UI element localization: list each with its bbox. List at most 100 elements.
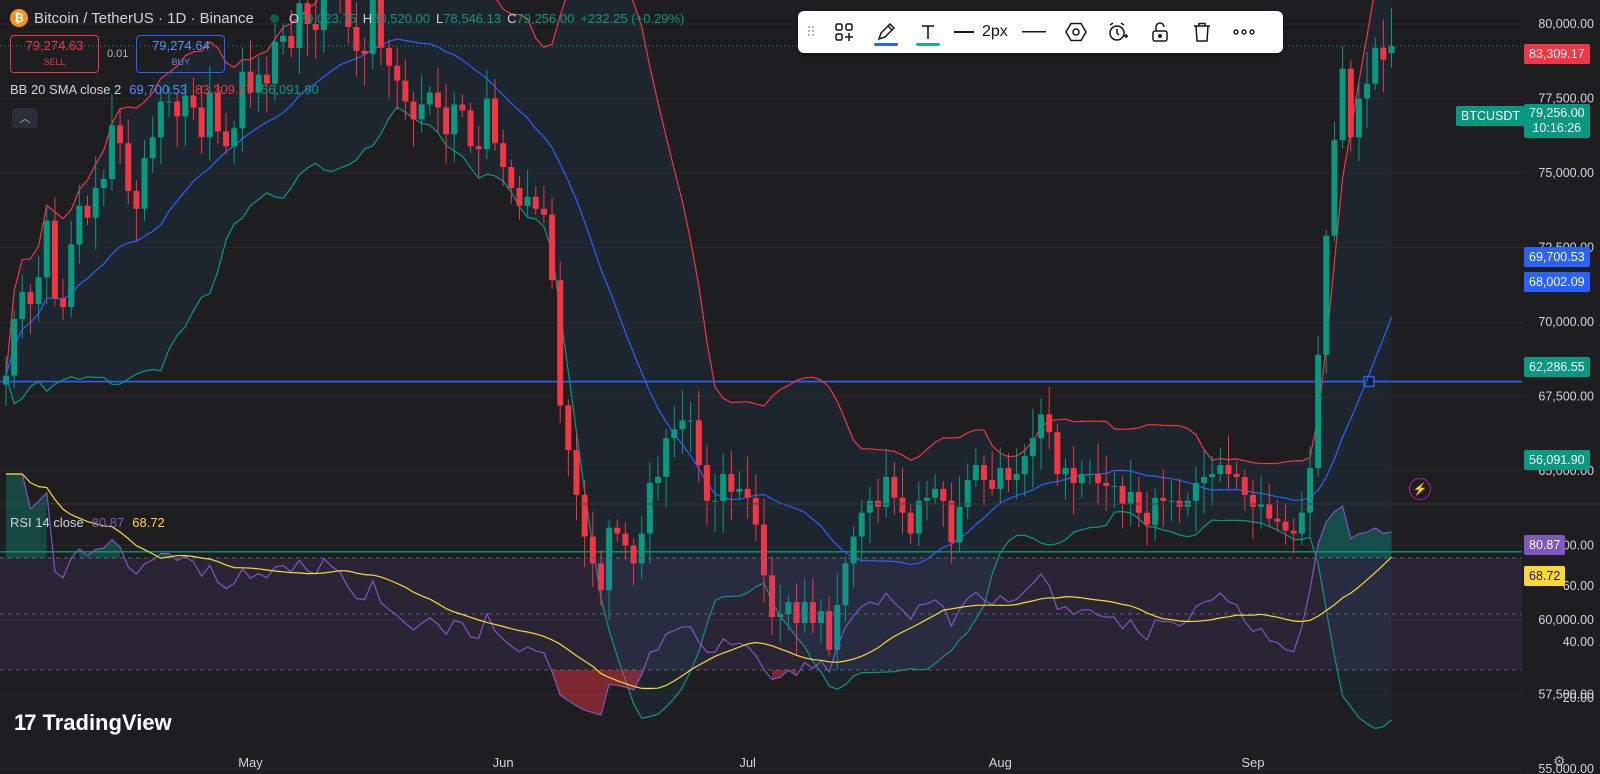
delete-button[interactable] — [1186, 16, 1218, 48]
gear-icon[interactable]: ⚙ — [1553, 753, 1566, 769]
candle-body — [1119, 485, 1126, 504]
candle-body — [1249, 494, 1256, 507]
candle-body — [818, 611, 824, 623]
candle-body — [361, 50, 368, 54]
templates-button[interactable] — [828, 16, 860, 48]
candle-body — [1070, 468, 1077, 483]
candle-body — [386, 47, 393, 66]
candle-body — [117, 125, 124, 144]
rsi-axis-label: 20.00 — [1563, 691, 1594, 705]
line-width-icon — [954, 31, 974, 33]
candle-body — [345, 0, 352, 27]
text-color-button[interactable] — [912, 16, 944, 48]
tradingview-logo-text: TradingView — [42, 710, 172, 735]
ohlc-high: H80,520.00 — [362, 10, 431, 26]
sell-button[interactable]: 79,274.63 SELL — [10, 35, 99, 73]
bb-legend[interactable]: BB 20 SMA close 2 69,700.53 83,309.17 56… — [10, 82, 319, 97]
candle-body — [1217, 465, 1224, 474]
buy-label: BUY — [171, 57, 191, 67]
candle-body — [589, 536, 596, 564]
candle-body — [532, 196, 539, 209]
candle-body — [1086, 473, 1093, 475]
bb-label: BB 20 SMA close 2 — [10, 82, 122, 97]
candle-body — [1331, 140, 1338, 236]
buy-button[interactable]: 79,274.64 BUY — [136, 35, 226, 73]
sell-price: 79,274.63 — [25, 38, 84, 53]
candle-body — [394, 65, 401, 81]
candle-body — [353, 26, 360, 51]
candle-body — [760, 524, 767, 576]
candle-body — [459, 104, 466, 111]
candle-body — [475, 146, 482, 150]
candle-body — [125, 143, 132, 191]
candle-body — [1038, 414, 1045, 439]
candle-body — [850, 536, 857, 564]
rsi-oversold-fill — [772, 670, 797, 680]
candle-body — [312, 24, 319, 30]
candle-body — [1062, 468, 1069, 474]
symbol-title[interactable]: Bitcoin / TetherUS · 1D · Binance — [34, 9, 254, 27]
price-axis-label: 75,000.00 — [1538, 166, 1594, 180]
bb-basis-tag: 69,700.53 — [1524, 247, 1590, 267]
candle-body — [11, 319, 18, 376]
candle-body — [1095, 473, 1102, 483]
candle-body — [27, 292, 34, 305]
candle-body — [923, 497, 930, 501]
candle-body — [956, 506, 963, 543]
candle-body — [377, 0, 384, 48]
candle-body — [1364, 83, 1371, 99]
candle-body — [255, 74, 262, 93]
time-axis-label: Jun — [493, 755, 514, 770]
candle-body — [622, 533, 629, 546]
candle-body — [100, 178, 107, 188]
candle-body — [524, 196, 531, 206]
candle-body — [3, 375, 9, 385]
candle-body — [638, 533, 645, 564]
candle-body — [1135, 491, 1142, 513]
candle-body — [296, 3, 303, 48]
price-axis-label: 80,000.00 — [1538, 17, 1594, 31]
drag-handle-icon[interactable]: ⠿ — [805, 23, 817, 40]
candle-body — [866, 500, 873, 513]
more-button[interactable] — [1228, 16, 1260, 48]
line-style-button[interactable] — [1018, 16, 1050, 48]
candle-body — [801, 602, 808, 623]
line-color-button[interactable] — [870, 16, 902, 48]
candle-body — [451, 104, 458, 135]
lock-button[interactable] — [1144, 16, 1176, 48]
candle-body — [1127, 491, 1134, 504]
rsi-label: RSI 14 close — [10, 515, 84, 530]
rsi-ma-line — [6, 473, 1392, 690]
line-handle — [1363, 375, 1375, 388]
candle-body — [557, 280, 564, 406]
time-axis: May Jun Jul Aug Sep — [238, 755, 1264, 770]
candle-body — [402, 80, 409, 102]
candle-body — [1046, 414, 1053, 433]
settings-button[interactable] — [1060, 16, 1092, 48]
rsi-ma-value: 68.72 — [132, 515, 165, 530]
line-width-button[interactable]: 2px — [954, 16, 1008, 48]
time-axis-label: Sep — [1241, 755, 1264, 770]
alert-button[interactable] — [1102, 16, 1134, 48]
candle-body — [614, 527, 621, 534]
collapse-legend-button[interactable]: ︿ — [12, 108, 38, 128]
last-price-value: 79,256.00 — [1529, 106, 1585, 120]
hline-green-tag: 62,286.55 — [1524, 357, 1590, 377]
tradingview-logo[interactable]: 17 TradingView — [14, 710, 172, 736]
candle-body — [1323, 235, 1330, 355]
candle-body — [174, 101, 181, 117]
candle-body — [842, 563, 849, 606]
candle-body — [972, 465, 979, 480]
candle-body — [1266, 503, 1273, 519]
candle-body — [1307, 468, 1313, 513]
rsi-legend[interactable]: RSI 14 close 80.87 68.72 — [10, 515, 165, 530]
candle-body — [1241, 476, 1248, 495]
drawing-toolbar: ⠿ 2px — [798, 11, 1283, 53]
line-style-icon — [1021, 31, 1046, 33]
candle-body — [1233, 473, 1240, 477]
sell-label: SELL — [43, 57, 66, 67]
candle-body — [410, 101, 417, 120]
lightning-icon[interactable]: ⚡ — [1409, 478, 1431, 500]
candle-body — [35, 277, 42, 305]
